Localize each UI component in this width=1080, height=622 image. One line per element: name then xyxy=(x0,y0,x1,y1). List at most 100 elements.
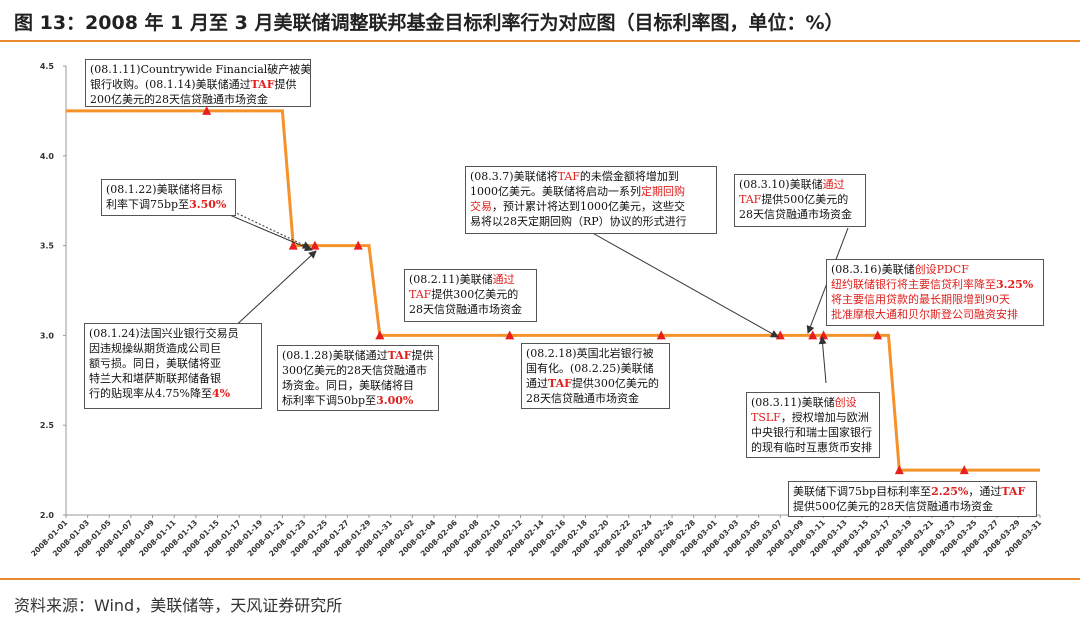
annotation-text: ，授权增加与欧洲 xyxy=(780,411,869,424)
annotation-text: 标利率下调50bp至 xyxy=(282,394,377,407)
y-tick-label: 4.5 xyxy=(40,62,55,71)
annotation-text: 场资金。同日，美联储将目 xyxy=(282,379,414,392)
annotation-line: 银行收购。(08.1.14)美联储通过TAF提供 xyxy=(90,77,306,92)
y-tick-label: 4.0 xyxy=(40,152,55,161)
annotation-text: 行的贴现率从4.75%降至 xyxy=(89,387,212,400)
annotation-box: (08.1.24)法国兴业银行交易员 因违规操纵期货造成公司巨 额亏损。同日，美联储… xyxy=(84,323,262,409)
annotation-text: TAF xyxy=(557,170,580,183)
annotation-line: 额亏损。同日，美联储将亚 xyxy=(89,356,257,371)
rate-chart-svg: 2.02.53.03.54.04.52008-01-012008-01-0320… xyxy=(29,62,1043,558)
annotation-text: TSLF xyxy=(751,411,781,424)
annotation-text: 中央银行和瑞士国家银行 xyxy=(751,426,872,439)
annotation-text: 通过 xyxy=(822,178,845,191)
annotation-box: (08.1.11)Countrywide Financial破产被美国 银行收购。… xyxy=(85,59,311,107)
annotation-text: 28天信贷融通市场资金 xyxy=(526,392,639,405)
annotation-box: (08.3.16)美联储创设PDCF 纽约联储银行将主要信贷利率降至3.25% 将主… xyxy=(826,259,1044,326)
annotation-text: (08.1.28)美联储通过 xyxy=(282,349,388,362)
annotation-text: 定期回购 xyxy=(641,185,685,198)
annotation-text: ，通过 xyxy=(968,485,1002,498)
annotation-text: 3.25% xyxy=(996,278,1034,291)
event-marker xyxy=(894,465,904,475)
annotation-text: 交易 xyxy=(470,200,492,213)
event-marker xyxy=(202,105,212,115)
annotation-line: 行的贴现率从4.75%降至4% xyxy=(89,386,257,401)
annotation-text: (08.3.10)美联储 xyxy=(739,178,823,191)
annotation-line: 提供500亿美元的28天信贷融通市场资金 xyxy=(793,499,1032,514)
annotation-text: 300亿美元的28天信贷融通市 xyxy=(282,364,427,377)
annotation-line: 1000亿美元。美联储将启动一系列定期回购 xyxy=(470,184,712,199)
annotation-text: 提供500亿美元的 xyxy=(761,193,849,206)
annotation-text: 3.50% xyxy=(189,198,227,211)
annotation-text: 提供300亿美元的 xyxy=(571,377,659,390)
annotation-line: (08.3.16)美联储创设PDCF xyxy=(831,262,1039,277)
annotation-line: 特兰大和堪萨斯联邦储备银 xyxy=(89,371,257,386)
annotation-arrow xyxy=(579,225,779,338)
annotation-text: (08.1.22)美联储将目标 xyxy=(106,183,223,196)
annotation-text: 1000亿美元。美联储将启动一系列 xyxy=(470,185,641,198)
annotation-text: 通过 xyxy=(492,273,515,286)
annotation-text: TAF xyxy=(739,193,762,206)
title-divider xyxy=(0,40,1080,42)
annotation-text: 提供300亿美元的 xyxy=(431,288,519,301)
annotation-line: 28天信贷融通市场资金 xyxy=(739,207,861,222)
annotation-line: 场资金。同日，美联储将目 xyxy=(282,378,434,393)
source-note: 资料来源：Wind，美联储等，天风证券研究所 xyxy=(14,596,343,615)
annotation-line: (08.1.28)美联储通过TAF提供 xyxy=(282,348,434,363)
annotation-text: (08.3.11)美联储 xyxy=(751,396,835,409)
annotation-text: 提供500亿美元的28天信贷融通市场资金 xyxy=(793,500,993,513)
annotation-box: (08.2.11)美联储通过 TAF提供300亿美元的 28天信贷融通市场资金 xyxy=(404,269,537,322)
annotation-box: (08.1.22)美联储将目标 利率下调75bp至3.50% xyxy=(101,179,236,216)
event-marker xyxy=(353,240,363,250)
annotation-line: 因违规操纵期货造成公司巨 xyxy=(89,341,257,356)
rate-chart: 2.0 2.5 3.0 3.5 4.0 4.5 2008-01-01 2008-01-03 20… xyxy=(0,44,1080,578)
annotation-box: (08.3.7)美联储将TAF的未偿金额将增加到 1000亿美元。美联储将启动一系… xyxy=(465,166,717,234)
annotation-box: (08.2.18)英国北岩银行被 国有化。(08.2.25)美联储 通过TAF提供3… xyxy=(521,343,670,409)
annotation-line: 通过TAF提供300亿美元的 xyxy=(526,376,665,391)
target-rate-line xyxy=(66,109,1040,472)
y-tick-label: 2.0 xyxy=(40,511,55,520)
annotation-text: (08.2.11)美联储 xyxy=(409,273,493,286)
annotation-text: (08.1.11)Countrywide Financial破产被美国 xyxy=(90,63,311,76)
event-marker xyxy=(873,330,883,340)
annotation-box: (08.3.10)美联储通过 TAF提供500亿美元的 28天信贷融通市场资金 xyxy=(734,174,866,227)
annotation-text: (08.1.24)法国兴业银行交易员 xyxy=(89,327,239,340)
annotation-line: 美联储下调75bp目标利率至2.25%，通过TAF xyxy=(793,484,1032,499)
y-tick-label: 3.5 xyxy=(40,242,55,251)
y-tick-label: 3.0 xyxy=(40,331,55,340)
annotation-arrow xyxy=(217,209,313,251)
annotation-line: 300亿美元的28天信贷融通市 xyxy=(282,363,434,378)
annotation-box: (08.3.11)美联储创设 TSLF，授权增加与欧洲 中央银行和瑞士国家银行 的现有… xyxy=(746,392,880,458)
annotation-text: 将主要信用贷款的最长期限增到90天 xyxy=(831,293,1010,306)
annotation-line: 国有化。(08.2.25)美联储 xyxy=(526,361,665,376)
annotation-text: TAF xyxy=(387,349,412,362)
annotation-text: 美联储下调75bp目标利率至 xyxy=(793,485,932,498)
annotation-text: 28天信贷融通市场资金 xyxy=(409,303,522,316)
y-tick-label: 2.5 xyxy=(40,421,55,430)
annotation-text: TAF xyxy=(1001,485,1026,498)
event-marker xyxy=(505,330,515,340)
annotation-text: (08.3.7)美联储将 xyxy=(470,170,558,183)
annotation-line: 28天信贷融通市场资金 xyxy=(409,302,532,317)
annotation-text: ，预计累计将达到1000亿美元，这些交 xyxy=(492,200,685,213)
annotation-text: 易将以28天定期回购（RP）协议的形式进行 xyxy=(470,215,687,228)
annotation-line: (08.2.18)英国北岩银行被 xyxy=(526,346,665,361)
event-marker xyxy=(959,465,969,475)
annotation-text: TAF xyxy=(409,288,432,301)
annotation-line: 标利率下调50bp至3.00% xyxy=(282,393,434,408)
annotation-text: 2.25% xyxy=(931,485,969,498)
annotation-line: (08.3.11)美联储创设 xyxy=(751,395,875,410)
annotation-text: 4% xyxy=(211,387,231,400)
event-marker xyxy=(288,240,298,250)
annotation-arrow xyxy=(229,250,317,332)
annotation-line: 利率下调75bp至3.50% xyxy=(106,197,231,212)
annotation-line: (08.3.7)美联储将TAF的未偿金额将增加到 xyxy=(470,169,712,184)
annotation-text: 纽约联储银行将主要信贷利率降至 xyxy=(831,278,996,291)
annotation-text: 的未偿金额将增加到 xyxy=(579,170,679,183)
annotation-box: (08.1.28)美联储通过TAF提供 300亿美元的28天信贷融通市 场资金。同日… xyxy=(277,345,439,411)
annotation-text: 200亿美元的28天信贷融通市场资金 xyxy=(90,93,268,106)
annotation-text: 创设PDCF xyxy=(914,263,969,276)
annotation-line: TSLF，授权增加与欧洲 xyxy=(751,410,875,425)
annotation-line: 批准摩根大通和贝尔斯登公司融资安排 xyxy=(831,307,1039,322)
annotation-text: (08.2.18)英国北岩银行被 xyxy=(526,347,654,360)
annotation-line: 200亿美元的28天信贷融通市场资金 xyxy=(90,92,306,106)
